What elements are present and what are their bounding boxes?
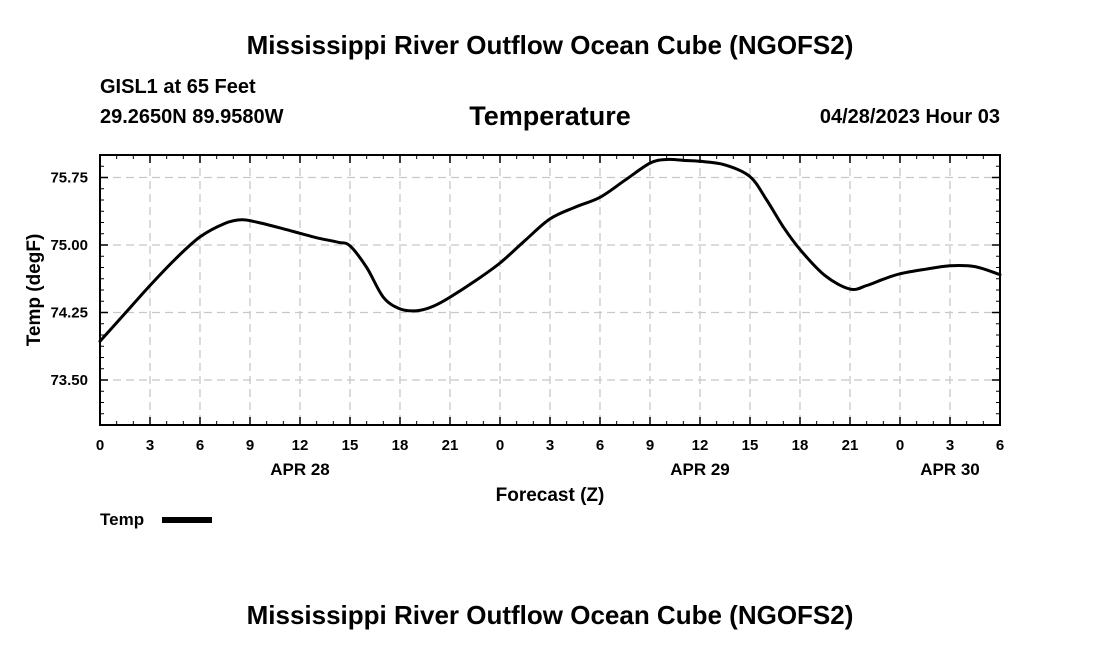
day-label: APR 30 bbox=[920, 460, 980, 479]
grid-lines bbox=[100, 155, 1000, 425]
x-tick-label: 15 bbox=[342, 437, 359, 454]
x-tick-label: 3 bbox=[946, 437, 954, 454]
series-layer bbox=[98, 157, 1002, 343]
x-tick-label: 18 bbox=[792, 437, 809, 454]
y-tick-label: 75.75 bbox=[50, 170, 88, 187]
plot-frame bbox=[99, 154, 1001, 426]
day-label: APR 29 bbox=[670, 460, 730, 479]
x-tick-label: 18 bbox=[392, 437, 409, 454]
coordinates-label: 29.2650N 89.9580W bbox=[100, 106, 284, 128]
day-label: APR 28 bbox=[270, 460, 330, 479]
x-tick-label: 6 bbox=[196, 437, 204, 454]
x-tick-label: 12 bbox=[692, 437, 709, 454]
day-labels: APR 28 APR 29 APR 30 bbox=[270, 460, 980, 479]
footer-title: Mississippi River Outflow Ocean Cube (NG… bbox=[246, 600, 854, 630]
x-tick-label: 3 bbox=[146, 437, 154, 454]
x-tick-label: 12 bbox=[292, 437, 309, 454]
chart-title: Temperature bbox=[469, 101, 631, 131]
x-tick-label: 3 bbox=[546, 437, 554, 454]
series-line-temp bbox=[98, 157, 1002, 343]
x-tick-label: 9 bbox=[646, 437, 654, 454]
y-tick-labels: 73.50 74.25 75.00 75.75 bbox=[50, 170, 88, 390]
x-tick-label: 0 bbox=[896, 437, 904, 454]
y-tick-label: 74.25 bbox=[50, 305, 88, 322]
x-tick-label: 9 bbox=[246, 437, 254, 454]
legend-label: Temp bbox=[100, 510, 145, 529]
x-axis-label: Forecast (Z) bbox=[496, 485, 605, 506]
x-tick-label: 6 bbox=[596, 437, 604, 454]
y-tick-label: 73.50 bbox=[50, 372, 88, 389]
x-tick-label: 15 bbox=[742, 437, 759, 454]
legend-line-swatch bbox=[162, 517, 212, 523]
x-tick-label: 0 bbox=[96, 437, 104, 454]
y-axis-label: Temp (degF) bbox=[24, 234, 45, 347]
x-tick-label: 21 bbox=[842, 437, 859, 454]
x-tick-label: 0 bbox=[496, 437, 504, 454]
y-tick-label: 75.00 bbox=[50, 237, 88, 254]
x-tick-labels: 0 3 6 9 12 15 18 21 0 3 6 9 12 15 18 21 0 3 6 bbox=[96, 437, 1004, 454]
major-ticks bbox=[99, 155, 1001, 425]
x-tick-label: 21 bbox=[442, 437, 459, 454]
x-tick-label: 6 bbox=[996, 437, 1004, 454]
station-label: GISL1 at 65 Feet bbox=[100, 76, 256, 98]
main-title: Mississippi River Outflow Ocean Cube (NG… bbox=[246, 30, 854, 60]
forecast-datetime: 04/28/2023 Hour 03 bbox=[819, 106, 1000, 128]
